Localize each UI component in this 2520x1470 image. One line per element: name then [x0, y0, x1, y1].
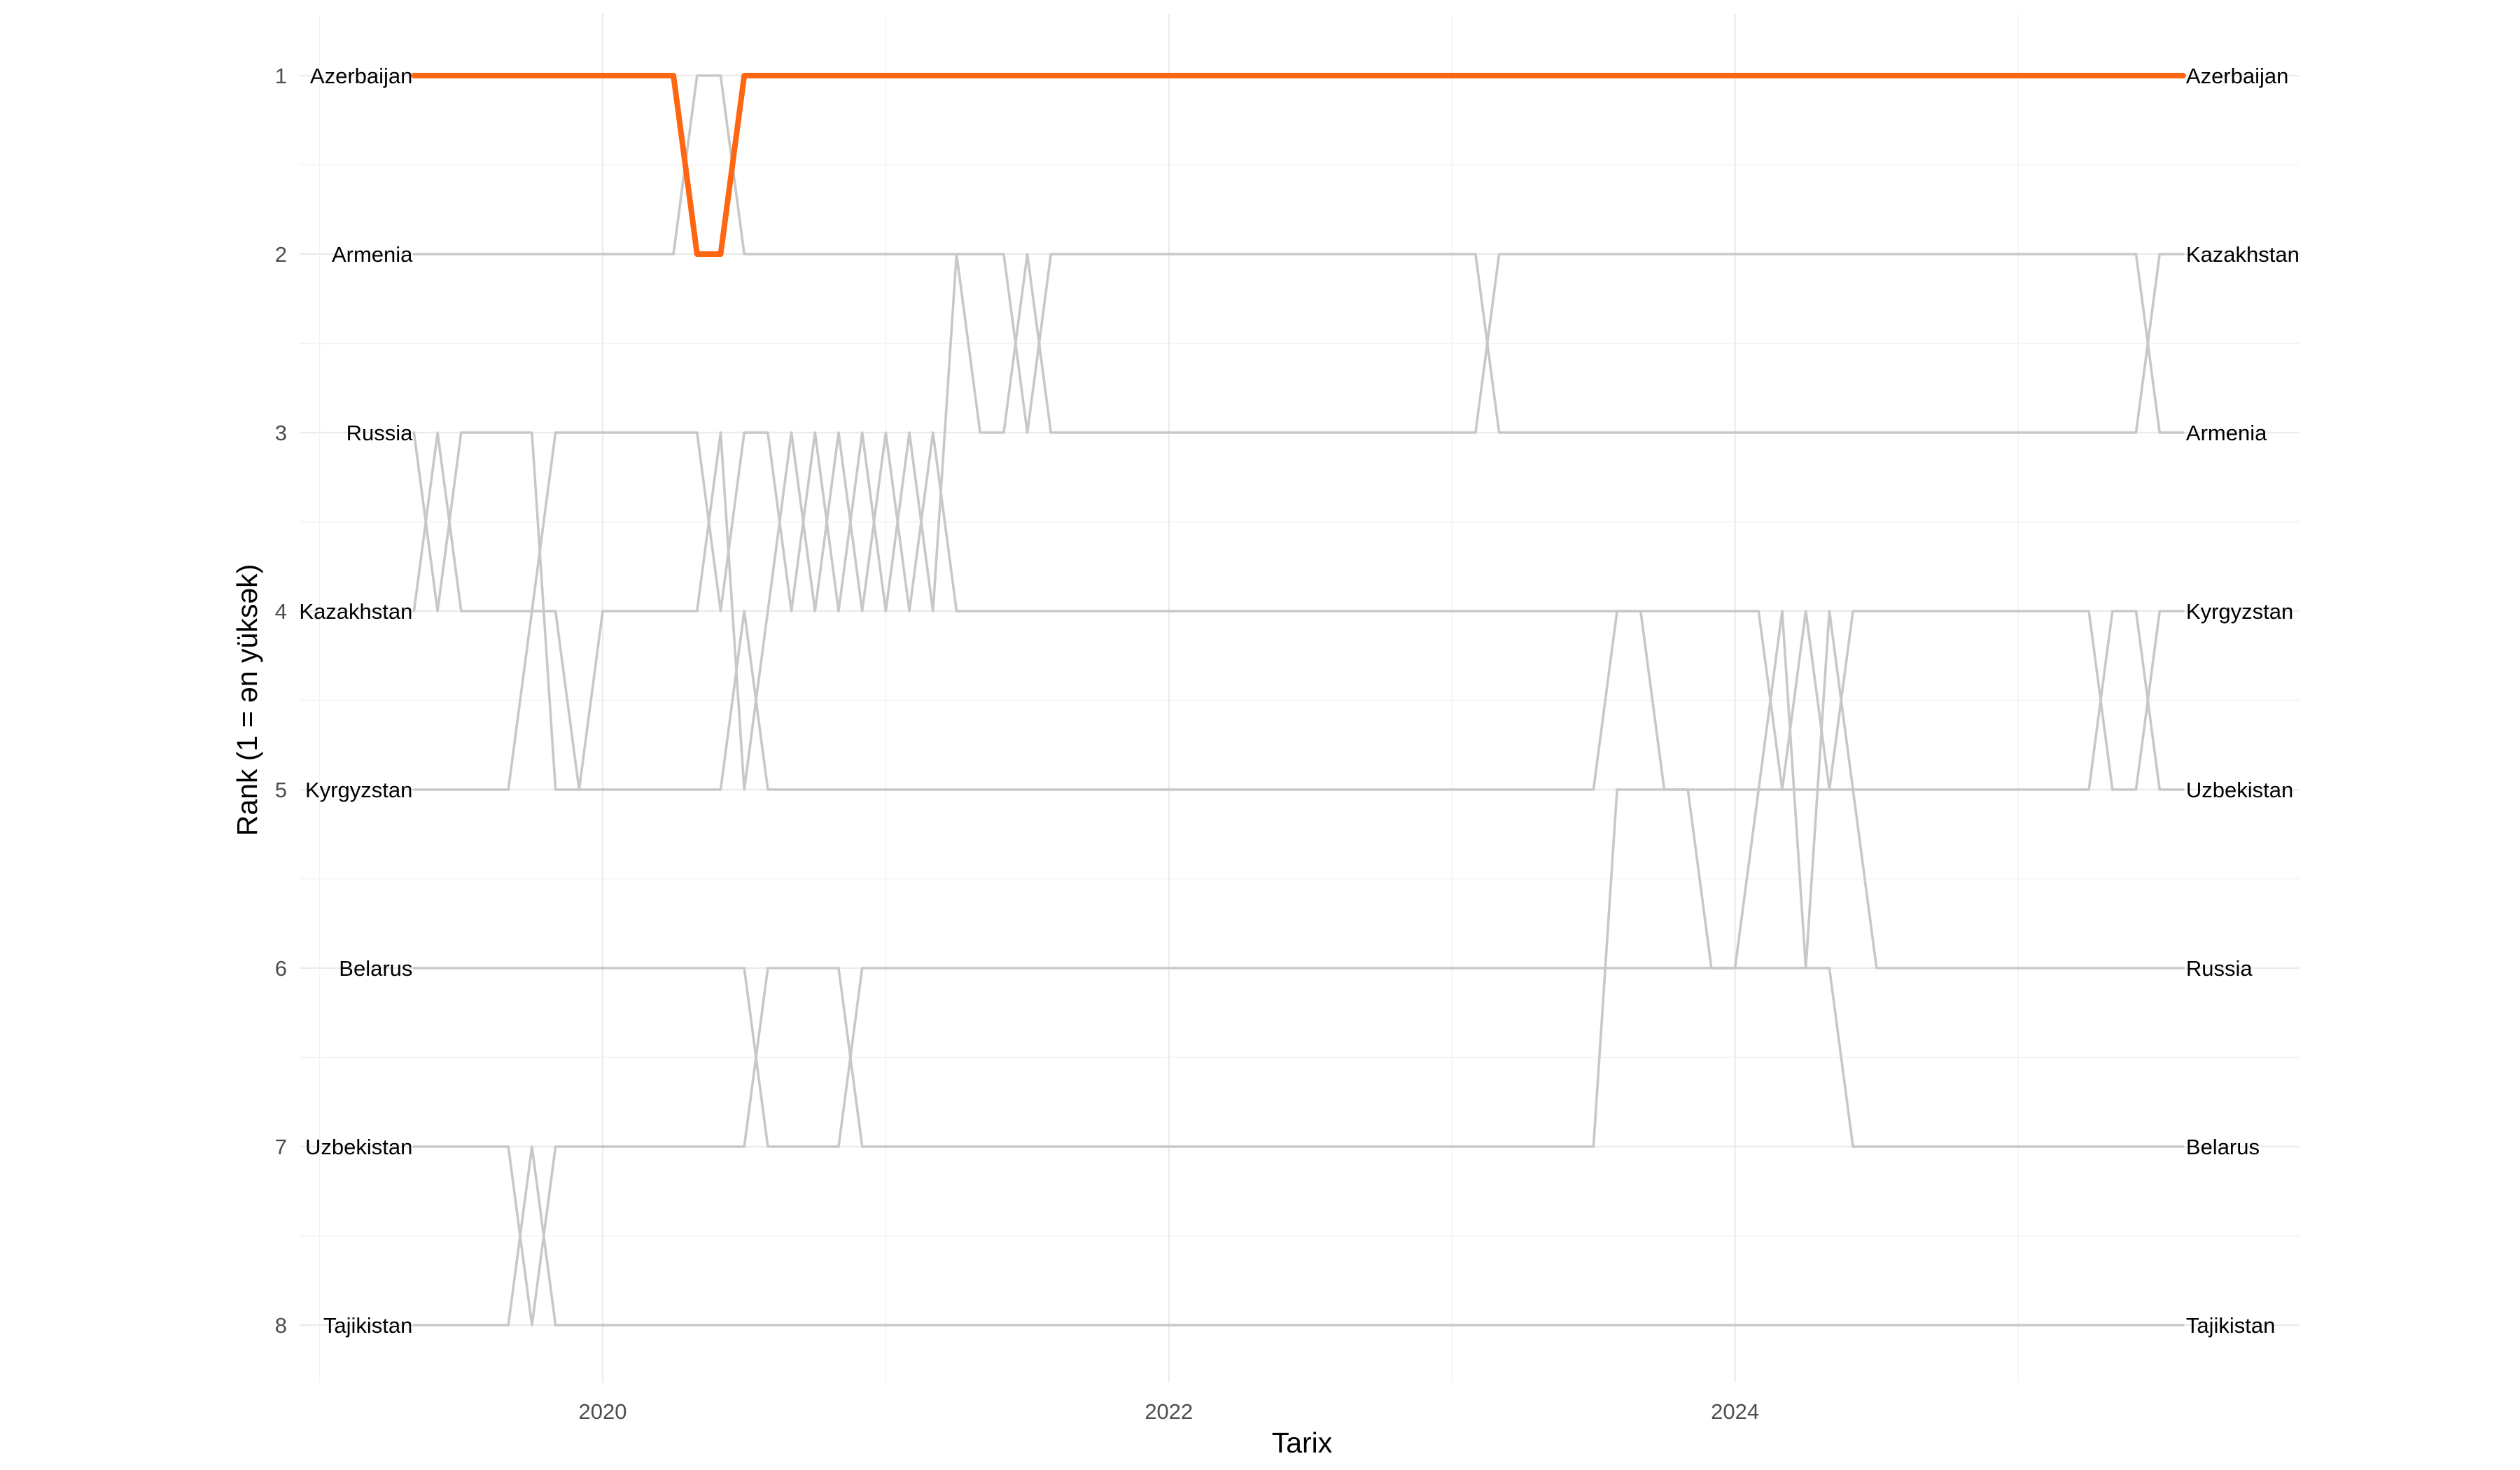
start-label: Belarus	[339, 956, 412, 981]
start-label: Kazakhstan	[299, 599, 412, 624]
y-axis-title: Rank (1 = ən yüksək)	[231, 564, 263, 836]
end-label: Armenia	[2186, 421, 2267, 445]
series-lines	[411, 73, 2186, 1326]
start-label: Armenia	[332, 242, 413, 267]
end-label: Uzbekistan	[2186, 778, 2293, 802]
x-tick-label: 2020	[579, 1399, 627, 1424]
end-label: Kyrgyzstan	[2186, 599, 2293, 624]
y-tick-label: 4	[275, 599, 287, 624]
series-line-belarus	[412, 967, 2185, 1148]
end-label: Azerbaijan	[2186, 64, 2288, 88]
y-tick-label: 3	[275, 421, 287, 445]
series-line-azerbaijan	[411, 73, 2186, 257]
start-label: Uzbekistan	[305, 1135, 412, 1159]
end-label: Belarus	[2186, 1135, 2260, 1159]
series-line-tajikistan	[412, 1145, 2185, 1326]
x-tick-label: 2024	[1711, 1399, 1759, 1424]
y-tick-label: 6	[275, 956, 287, 981]
end-label: Kazakhstan	[2186, 242, 2300, 267]
start-label: Tajikistan	[323, 1313, 413, 1338]
x-axis-title: Tarix	[1272, 1427, 1333, 1459]
end-label: Russia	[2186, 956, 2253, 981]
series-line-uzbekistan	[412, 610, 2185, 1326]
axis-ticks: 2020 2022 2024 1 2 3 4 5 6 7 8	[275, 64, 1759, 1424]
series-line-kazakhstan	[412, 253, 2185, 612]
x-tick-label: 2022	[1144, 1399, 1193, 1424]
series-line-armenia	[412, 74, 2185, 434]
country-labels: Azerbaijan Armenia Russia Kazakhstan Kyrgyzs…	[299, 64, 2300, 1338]
end-label: Tajikistan	[2186, 1313, 2276, 1338]
y-tick-label: 2	[275, 242, 287, 267]
y-tick-label: 8	[275, 1313, 287, 1338]
start-label: Azerbaijan	[310, 64, 412, 88]
y-tick-label: 1	[275, 64, 287, 88]
grid	[300, 14, 2300, 1382]
y-tick-label: 5	[275, 778, 287, 802]
series-line-kyrgyzstan	[412, 610, 2185, 791]
y-tick-label: 7	[275, 1135, 287, 1159]
start-label: Russia	[346, 421, 414, 445]
start-label: Kyrgyzstan	[305, 778, 412, 802]
